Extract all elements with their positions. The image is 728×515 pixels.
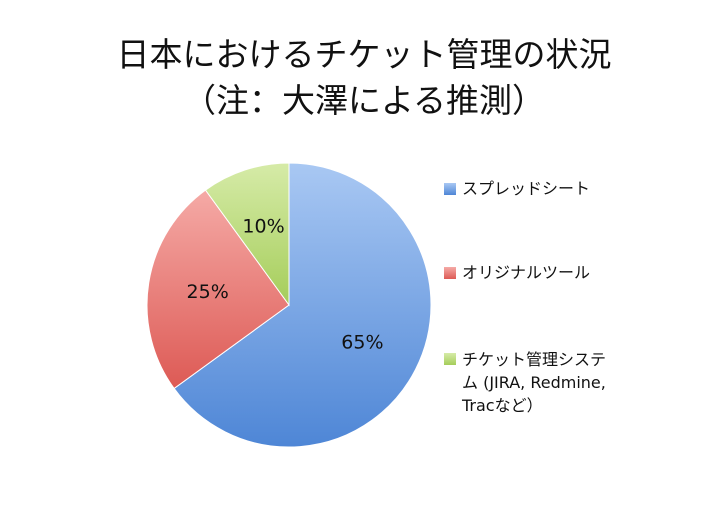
legend-swatch-original-tool: [444, 267, 456, 279]
data-label-spreadsheet: 65%: [341, 331, 383, 353]
legend-label-ticket-system-line-1: チケット管理システ: [462, 350, 607, 369]
legend-label-ticket-system-line-3: Tracなど）: [462, 396, 543, 415]
pie-slice-ticket-system: [204, 162, 290, 307]
legend-swatch-ticket-system: [444, 353, 456, 365]
legend-label-original-tool: オリジナルツール: [462, 263, 591, 282]
chart-title-line-2: （注：大澤による推測）: [182, 81, 545, 120]
legend-label-ticket-system-line-2: ム (JIRA, Redmine,: [462, 373, 606, 392]
data-label-original-tool: 25%: [187, 281, 229, 303]
legend-label-ticket-system: チケット管理システ ム (JIRA, Redmine, Tracなど）: [462, 348, 662, 417]
pie-slice-spreadsheet: [173, 162, 432, 448]
legend-swatch-spreadsheet: [444, 183, 456, 195]
chart-title-line-1: 日本におけるチケット管理の状況: [116, 35, 612, 74]
data-label-ticket-system: 10%: [242, 216, 284, 238]
pie-slice-original-tool: [146, 189, 290, 390]
legend-label-spreadsheet: スプレッドシート: [462, 179, 591, 198]
